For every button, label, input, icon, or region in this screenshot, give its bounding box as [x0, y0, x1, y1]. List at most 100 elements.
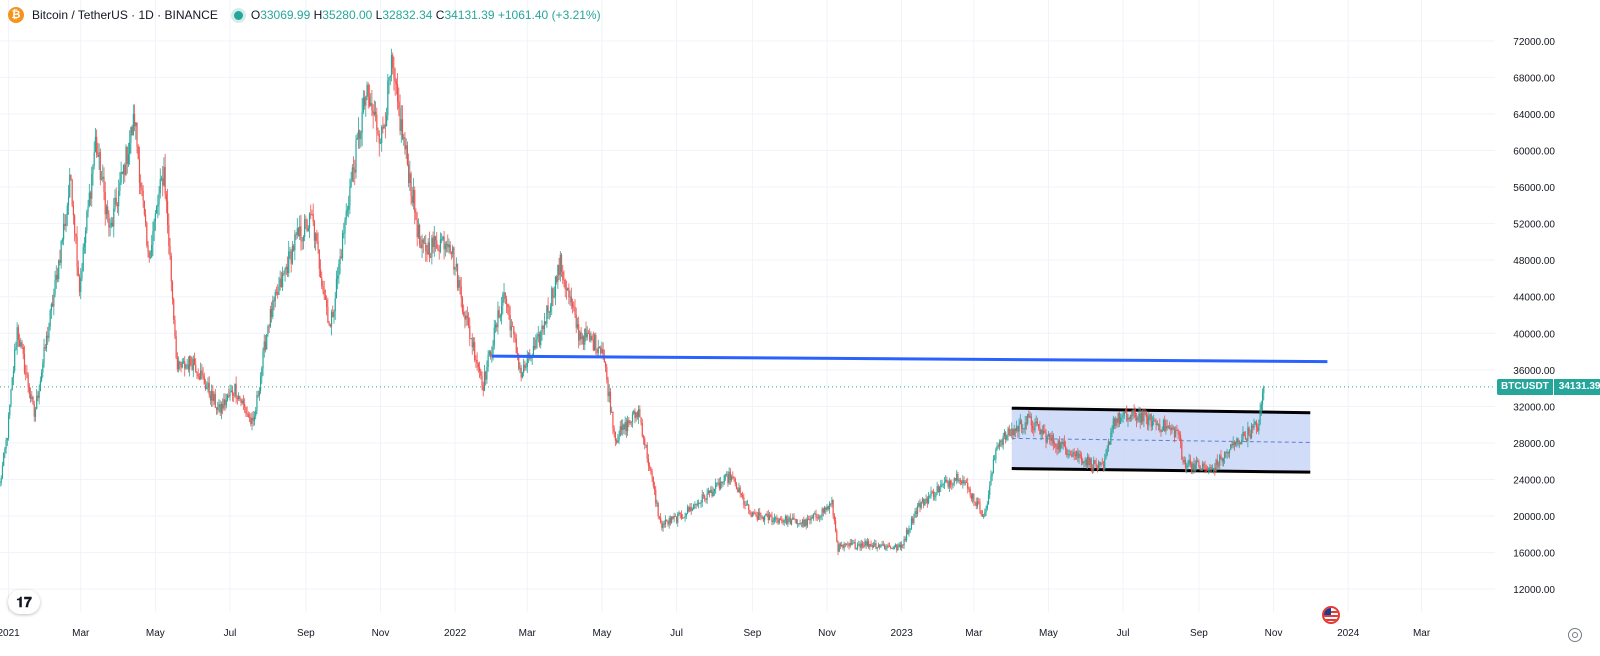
candle-body [677, 514, 679, 523]
candle-body [355, 139, 357, 173]
candle-body [664, 519, 667, 525]
candle-body [486, 367, 488, 380]
candle-body [638, 409, 640, 417]
candle-body [211, 390, 213, 401]
candle-body [1057, 440, 1059, 450]
candle-body [874, 543, 876, 546]
candle-body [912, 518, 914, 524]
x-tick-label: Sep [297, 628, 315, 639]
candle-body [1232, 442, 1234, 446]
candle-body [43, 347, 45, 363]
candle-body [587, 332, 590, 334]
candle-body [546, 305, 548, 324]
candle-body [1239, 442, 1242, 445]
candle-body [1255, 421, 1258, 428]
candle-body [631, 414, 634, 423]
candle-body [1157, 424, 1160, 426]
candle-body [316, 233, 318, 242]
candle-body [367, 84, 369, 97]
candle-body [197, 373, 199, 377]
candle-body [492, 345, 494, 354]
candle-body [929, 496, 931, 497]
candle-body [718, 482, 720, 489]
candle-body [1089, 458, 1091, 466]
candle-body [838, 544, 840, 552]
candle-body [412, 190, 415, 203]
candle-body [502, 294, 504, 306]
resistance-line [491, 354, 1328, 364]
candle-body [469, 325, 471, 339]
candle-body [204, 384, 207, 390]
x-tick-label: Jul [1117, 628, 1130, 639]
candle-body [805, 519, 807, 526]
candle-body [1061, 442, 1063, 445]
candle-body [1143, 411, 1145, 422]
settings-icon[interactable] [1568, 628, 1582, 642]
candle-body [1100, 463, 1102, 465]
candle-body [894, 544, 897, 547]
candle-body [617, 440, 619, 443]
candle-body [1041, 429, 1043, 434]
us-flag-event-icon[interactable] [1322, 606, 1340, 624]
candle-body [754, 512, 756, 515]
candle-body [213, 394, 215, 402]
x-tick-label: Nov [818, 628, 836, 639]
candle-body [1213, 468, 1215, 469]
candle-body [853, 542, 855, 544]
candle-body [160, 178, 163, 180]
candle-body [96, 136, 98, 155]
candle-body [1233, 442, 1236, 446]
candle-body [732, 476, 734, 478]
candle-body [126, 146, 128, 165]
candle-body [1091, 468, 1094, 470]
candle-body [219, 404, 221, 413]
candle-body [1195, 460, 1198, 465]
candle-body [308, 213, 311, 229]
candle-body [881, 544, 883, 546]
candle-body [820, 515, 822, 518]
candle-body [1055, 444, 1057, 447]
candle-body [478, 367, 481, 372]
candle-body [256, 395, 258, 411]
candle-body [494, 324, 497, 328]
candle-body [915, 511, 917, 515]
x-tick-label: Jul [670, 628, 683, 639]
high-value: 35280.00 [322, 8, 373, 22]
y-tick-label: 72000.00 [1513, 37, 1555, 48]
candle-body [697, 502, 700, 504]
candle-body [115, 197, 117, 205]
candle-body [279, 278, 281, 288]
candle-body [719, 482, 722, 489]
y-tick-label: 52000.00 [1513, 220, 1555, 231]
candle-body [244, 404, 246, 408]
candle-body [762, 517, 765, 521]
candle-body [1112, 418, 1114, 430]
tradingview-logo-icon[interactable]: 𝟏𝟕 [8, 590, 40, 614]
candle-body [1206, 468, 1209, 471]
candle-body [953, 478, 955, 484]
candle-body [1046, 436, 1048, 443]
candle-body [474, 342, 476, 360]
candle-body [425, 243, 427, 252]
candle-body [105, 206, 108, 215]
candle-body [952, 483, 954, 486]
candle-body [67, 196, 70, 206]
candle-body [696, 503, 698, 505]
candle-body [1222, 458, 1225, 462]
candle-body [368, 96, 371, 106]
candle-body [207, 382, 209, 388]
candle-body [658, 516, 661, 518]
candle-body [860, 543, 862, 548]
candle-body [941, 484, 943, 486]
candle-body [1009, 435, 1012, 437]
candle-body [815, 513, 817, 518]
candle-body [1235, 441, 1237, 446]
candle-body [168, 224, 170, 246]
y-tick-label: 16000.00 [1513, 549, 1555, 560]
candle-body [361, 112, 363, 134]
candle-body [781, 520, 783, 521]
symbol-title[interactable]: Bitcoin / TetherUS · 1D · BINANCE [32, 8, 218, 22]
candle-body [185, 365, 187, 369]
